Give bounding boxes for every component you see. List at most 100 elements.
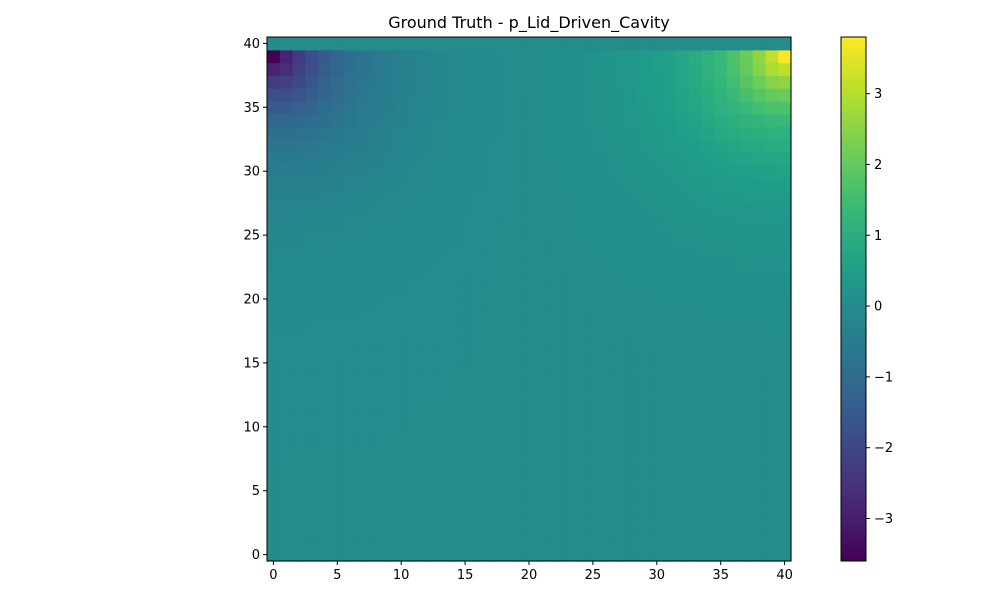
heatmap-cell xyxy=(586,535,600,549)
heatmap-cell xyxy=(458,535,473,549)
heatmap-cell xyxy=(535,254,549,268)
heatmap-cell xyxy=(778,484,792,498)
heatmap-cell xyxy=(382,318,396,332)
heatmap-cell xyxy=(471,190,485,204)
heatmap-cell xyxy=(267,62,281,76)
heatmap-cell xyxy=(624,88,639,102)
heatmap-cell xyxy=(548,241,562,255)
heatmap-cell xyxy=(599,152,613,166)
heatmap-cell xyxy=(458,75,473,89)
heatmap-cell xyxy=(612,458,626,473)
heatmap-cell xyxy=(471,203,485,217)
heatmap-cell xyxy=(394,484,409,498)
heatmap-cell xyxy=(420,203,434,217)
heatmap-cell xyxy=(548,318,562,332)
heatmap-cell xyxy=(305,445,319,460)
heatmap-cell xyxy=(509,522,524,537)
heatmap-cell xyxy=(407,445,421,460)
heatmap-cell xyxy=(573,535,588,549)
heatmap-cell xyxy=(356,382,370,396)
heatmap-cell xyxy=(573,228,588,243)
heatmap-cell xyxy=(560,49,575,64)
heatmap-cell xyxy=(535,88,549,102)
heatmap-cell xyxy=(650,484,664,498)
heatmap-cell xyxy=(714,203,728,217)
heatmap-cell xyxy=(382,241,396,255)
heatmap-cell xyxy=(586,509,600,524)
heatmap-cell xyxy=(765,75,779,89)
heatmap-cell xyxy=(739,433,754,447)
heatmap-cell xyxy=(279,471,294,485)
heatmap-cell xyxy=(650,88,664,102)
heatmap-cell xyxy=(765,497,779,511)
heatmap-cell xyxy=(509,139,524,153)
heatmap-cell xyxy=(688,394,703,409)
heatmap-cell xyxy=(433,535,447,549)
heatmap-cell xyxy=(458,407,473,422)
heatmap-cell xyxy=(382,75,396,89)
heatmap-cell xyxy=(292,356,306,370)
heatmap-cell xyxy=(765,535,779,549)
heatmap-cell xyxy=(778,497,792,511)
heatmap-cell xyxy=(560,497,575,511)
heatmap-cell xyxy=(433,356,447,370)
heatmap-cell xyxy=(573,497,588,511)
heatmap-cell xyxy=(675,382,690,396)
heatmap-cell xyxy=(522,343,536,358)
heatmap-cell xyxy=(586,522,600,537)
heatmap-cell xyxy=(330,330,345,345)
heatmap-cell xyxy=(560,267,575,281)
heatmap-cell xyxy=(369,254,383,268)
heatmap-cell xyxy=(586,330,600,345)
heatmap-cell xyxy=(688,75,703,89)
heatmap-cell xyxy=(612,164,626,179)
heatmap-cell xyxy=(637,343,652,358)
heatmap-cell xyxy=(624,407,639,422)
heatmap-cell xyxy=(714,471,728,485)
heatmap-cell xyxy=(356,75,370,89)
heatmap-cell xyxy=(267,37,281,51)
heatmap-cell xyxy=(497,100,511,115)
heatmap-cell xyxy=(420,343,434,358)
heatmap-cell xyxy=(535,164,549,179)
heatmap-cell xyxy=(573,420,588,434)
heatmap-cell xyxy=(292,190,306,204)
heatmap-cell xyxy=(433,152,447,166)
heatmap-cell xyxy=(573,177,588,191)
heatmap-cell xyxy=(267,75,281,89)
heatmap-cell xyxy=(688,420,703,434)
heatmap-cell xyxy=(727,254,741,268)
heatmap-cell xyxy=(663,522,677,537)
heatmap-cell xyxy=(650,228,664,243)
heatmap-cell xyxy=(471,318,485,332)
heatmap-cell xyxy=(509,394,524,409)
heatmap-cell xyxy=(573,548,588,562)
heatmap-cell xyxy=(420,113,434,128)
heatmap-cell xyxy=(586,88,600,102)
heatmap-cell xyxy=(765,471,779,485)
heatmap-cell xyxy=(599,458,613,473)
heatmap-cell xyxy=(292,548,306,562)
heatmap-cell xyxy=(522,369,536,383)
heatmap-cell xyxy=(663,445,677,460)
heatmap-cell xyxy=(305,407,319,422)
heatmap-cell xyxy=(714,267,728,281)
heatmap-cell xyxy=(688,152,703,166)
heatmap-cell xyxy=(650,254,664,268)
heatmap-cell xyxy=(739,356,754,370)
heatmap-cell xyxy=(433,267,447,281)
heatmap-cell xyxy=(267,522,281,537)
heatmap-cell xyxy=(637,407,652,422)
heatmap-cell xyxy=(407,420,421,434)
heatmap-cell xyxy=(688,100,703,115)
heatmap-cell xyxy=(624,522,639,537)
heatmap-cell xyxy=(765,318,779,332)
heatmap-cell xyxy=(612,318,626,332)
heatmap-cell xyxy=(663,305,677,319)
heatmap-cell xyxy=(675,164,690,179)
heatmap-cell xyxy=(445,126,460,140)
heatmap-cell xyxy=(727,152,741,166)
heatmap-cell xyxy=(650,292,664,306)
heatmap-cell xyxy=(445,88,460,102)
